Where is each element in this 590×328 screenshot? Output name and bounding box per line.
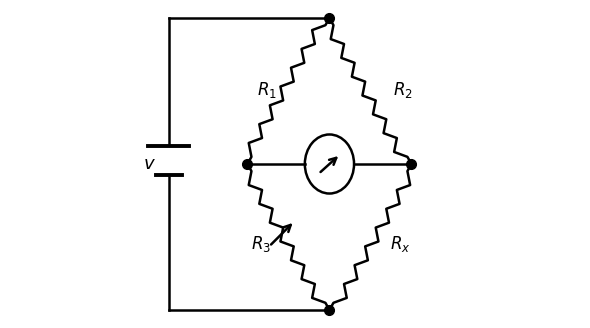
Text: $R_x$: $R_x$ [390,235,411,254]
Text: $R_1$: $R_1$ [257,80,277,100]
Text: $R_3$: $R_3$ [251,235,271,254]
Text: $v$: $v$ [143,155,156,173]
Text: $R_2$: $R_2$ [394,80,413,100]
